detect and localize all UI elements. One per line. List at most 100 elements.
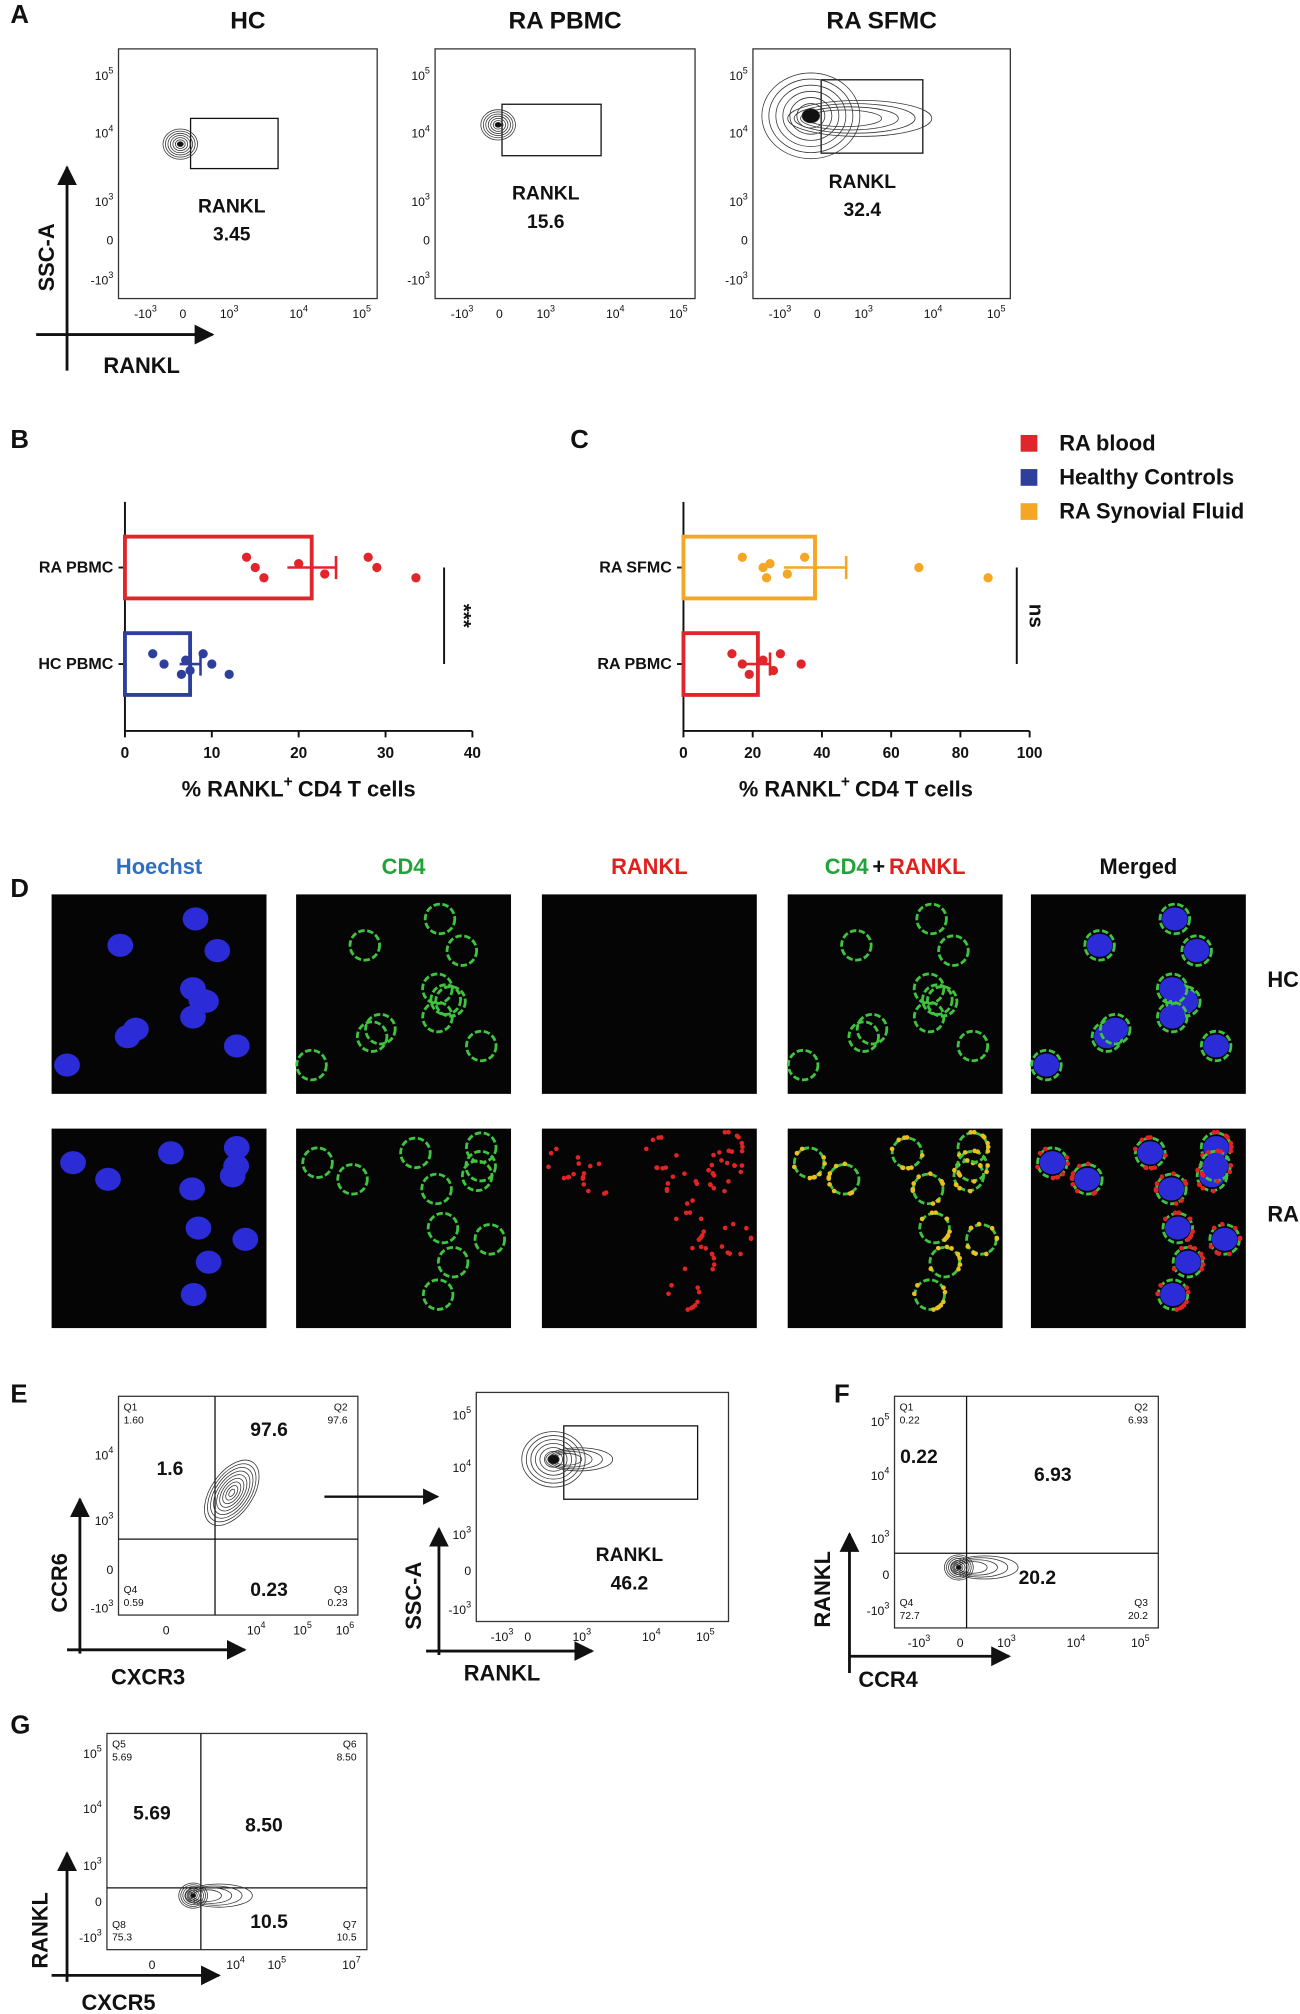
rankl-dot: [1092, 1190, 1098, 1195]
micrograph: [51, 1128, 267, 1329]
micrograph: [295, 894, 512, 1094]
tick-label: -103: [725, 270, 748, 287]
data-point: [914, 562, 924, 573]
rankl-dot: [794, 1150, 800, 1156]
rankl-dot: [906, 1165, 911, 1171]
rankl-dot: [916, 1174, 922, 1180]
tick-exponent: 5: [366, 303, 371, 313]
tick-base: 10: [1131, 1636, 1145, 1650]
rankl-dot: [1159, 1174, 1165, 1180]
tick-exponent: 3: [97, 1927, 102, 1937]
rankl-dot: [674, 1216, 679, 1222]
quadrant-large-value: 1.6: [157, 1459, 184, 1480]
rankl-dot: [581, 1182, 587, 1187]
nucleus: [107, 933, 134, 957]
membrane: [1083, 929, 1116, 962]
contour-ring: [796, 103, 826, 129]
rankl-dot: [1218, 1149, 1224, 1154]
rankl-dot: [744, 1225, 749, 1231]
quadrant-large-value: 0.23: [250, 1580, 288, 1601]
tick-base: 10: [411, 69, 425, 83]
error-bar: [783, 555, 848, 580]
tick-label: 0: [163, 1623, 170, 1637]
tick-base: -10: [448, 1603, 466, 1617]
quadrant-large-value: 20.2: [1019, 1568, 1057, 1589]
tick-label: 104: [247, 1620, 266, 1637]
data-point: [761, 573, 772, 583]
rankl-dot: [1060, 1171, 1066, 1177]
contour-ring: [228, 1488, 236, 1497]
tick-base: -10: [725, 273, 743, 287]
rankl-dot: [546, 1164, 551, 1170]
membrane: [348, 929, 381, 962]
rankl-dot: [719, 1244, 725, 1249]
tick-exponent: 3: [108, 1598, 113, 1608]
rankl-dot: [1178, 1305, 1183, 1311]
tick-label: 103: [411, 191, 430, 208]
tick-base: -10: [491, 1630, 509, 1644]
rankl-dot: [701, 1229, 707, 1234]
plot-title: RA PBMC: [508, 7, 621, 34]
quadrant-large-value: 8.50: [245, 1815, 283, 1836]
rankl-dot: [1179, 1198, 1184, 1203]
tick-label: -103: [908, 1633, 931, 1650]
tick-exponent: 4: [743, 123, 748, 133]
tick-base: 10: [336, 1623, 350, 1637]
membrane: [1180, 934, 1213, 967]
quadrant-name: Q3: [334, 1585, 348, 1596]
tick-label: 0: [107, 234, 114, 248]
rankl-dot: [1216, 1251, 1222, 1256]
tick-base: 10: [1067, 1636, 1081, 1650]
membrane: [420, 1172, 453, 1206]
x-axis-label: RANKL: [103, 353, 179, 378]
tick-label: 0: [95, 1895, 102, 1909]
rankl-dot: [935, 1245, 941, 1251]
data-point: [765, 559, 775, 569]
contour-ring: [186, 1889, 200, 1902]
rankl-dot: [985, 1148, 991, 1154]
contour-ring: [948, 1558, 970, 1577]
rankl-dot: [698, 1244, 704, 1250]
tick-base: 0: [957, 1636, 964, 1650]
tick-exponent: 5: [710, 1626, 715, 1636]
rankl-dot: [964, 1158, 970, 1163]
rankl-dot: [1206, 1150, 1211, 1155]
x-axis-label: CXCR3: [111, 1665, 185, 1690]
tick-label: 103: [729, 191, 748, 208]
nucleus: [223, 1154, 250, 1178]
x-axis-label: CCR4: [858, 1667, 918, 1692]
contour-ring: [180, 1884, 206, 1907]
nucleus: [204, 939, 231, 963]
data-point: [737, 659, 747, 669]
contour-ring: [954, 1563, 964, 1572]
nucleus: [1203, 1034, 1229, 1058]
rankl-dot: [706, 1167, 711, 1173]
contour-ring: [761, 72, 861, 160]
quadrant-large-value: 6.93: [1034, 1465, 1072, 1486]
tick-base: 0: [464, 1564, 471, 1578]
rankl-dot: [978, 1163, 983, 1169]
tick-base: 0: [95, 1895, 102, 1909]
data-point: [727, 649, 737, 659]
rankl-dot: [807, 1175, 813, 1181]
contour-ring: [544, 1451, 563, 1468]
membrane: [956, 1029, 990, 1063]
rankl-dot: [944, 1244, 950, 1250]
quadrant-name: Q2: [334, 1402, 348, 1413]
quadrant-value: 72.7: [900, 1611, 920, 1622]
nucleus: [1074, 1167, 1101, 1191]
x-tick-label: 40: [464, 745, 481, 762]
x-tick-label: 0: [121, 745, 130, 762]
tick-base: 10: [606, 307, 620, 321]
tick-label: 105: [352, 303, 371, 320]
rankl-dot: [1179, 1245, 1184, 1251]
membrane: [847, 1020, 880, 1053]
contour-ring: [485, 113, 511, 137]
tick-exponent: 5: [1145, 1633, 1150, 1643]
rankl-dot: [957, 1255, 962, 1261]
tick-label: 104: [729, 123, 748, 140]
rankl-dot: [561, 1175, 567, 1181]
rankl-dot: [666, 1291, 671, 1297]
rankl-dot: [709, 1251, 715, 1257]
x-tick-label: 80: [952, 745, 969, 762]
